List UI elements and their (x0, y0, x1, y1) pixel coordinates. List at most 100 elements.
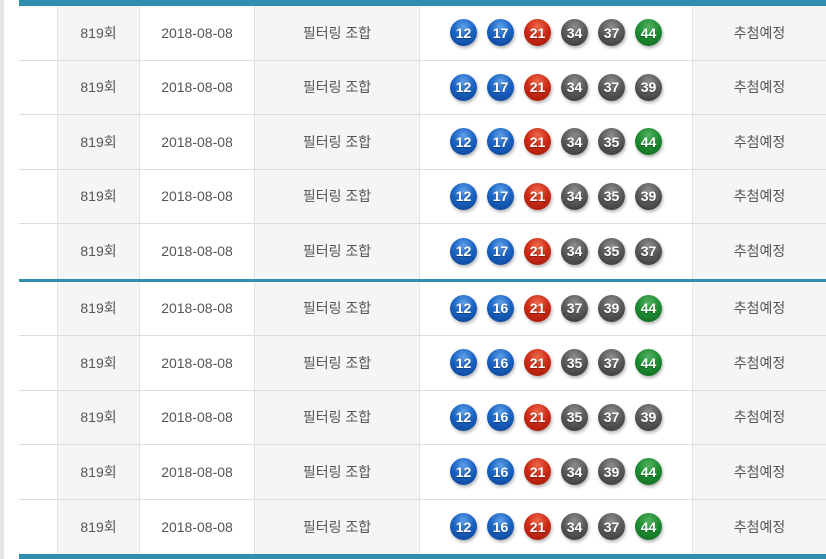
status-cell: 추첨예정 (693, 499, 826, 554)
date-cell: 2018-08-08 (140, 336, 255, 390)
combo-type-cell: 필터링 조합 (255, 6, 420, 60)
combo-type-cell: 필터링 조합 (255, 336, 420, 390)
lotto-ball-gray: 35 (561, 403, 588, 431)
round-cell: 819회 (58, 445, 140, 499)
row-empty-cell (19, 6, 58, 60)
lotto-ball-gray: 39 (635, 73, 662, 101)
date-cell: 2018-08-08 (140, 224, 255, 279)
round-cell: 819회 (58, 336, 140, 390)
table-row: 819회 2018-08-08 필터링 조합 12 17 21 34 35 39 추첨예정 (19, 169, 826, 224)
table-row: 819회 2018-08-08 필터링 조합 12 16 21 35 37 39 추첨예정 (19, 390, 826, 445)
date-cell: 2018-08-08 (140, 499, 255, 554)
table-row: 819회 2018-08-08 필터링 조합 12 17 21 34 37 39 추첨예정 (19, 60, 826, 115)
lotto-ball-gray: 35 (561, 349, 588, 377)
table-top-border (19, 0, 826, 6)
lotto-ball-red: 21 (524, 458, 551, 486)
combo-type-cell: 필터링 조합 (255, 224, 420, 279)
lotto-ball-green: 44 (635, 19, 662, 47)
date-cell: 2018-08-08 (140, 115, 255, 169)
lotto-ball-blue: 12 (450, 458, 477, 486)
lotto-ball-red: 21 (524, 128, 551, 156)
lotto-ball-gray: 39 (598, 294, 625, 322)
lotto-ball-gray: 34 (561, 513, 588, 541)
status-cell: 추첨예정 (693, 115, 826, 169)
date-cell: 2018-08-08 (140, 6, 255, 60)
status-cell: 추첨예정 (693, 445, 826, 499)
lotto-ball-red: 21 (524, 403, 551, 431)
lotto-ball-gray: 34 (561, 182, 588, 210)
table-row: 819회 2018-08-08 필터링 조합 12 16 21 34 37 44 추첨예정 (19, 499, 826, 554)
lotto-ball-green: 44 (635, 128, 662, 156)
status-cell: 추첨예정 (693, 281, 826, 335)
numbers-cell: 12 16 21 34 37 44 (420, 499, 693, 554)
lotto-ball-green: 44 (635, 294, 662, 322)
round-cell: 819회 (58, 6, 140, 60)
row-empty-cell (19, 60, 58, 114)
lotto-ball-gray: 34 (561, 458, 588, 486)
date-cell: 2018-08-08 (140, 390, 255, 444)
numbers-cell: 12 16 21 35 37 44 (420, 336, 693, 390)
lotto-ball-red: 21 (524, 513, 551, 541)
lotto-ball-gray: 39 (598, 458, 625, 486)
lotto-ball-red: 21 (524, 73, 551, 101)
lotto-ball-gray: 34 (561, 19, 588, 47)
lotto-ball-blue: 12 (450, 294, 477, 322)
numbers-cell: 12 17 21 34 35 37 (420, 224, 693, 279)
lotto-ball-gray: 35 (598, 182, 625, 210)
row-empty-cell (19, 499, 58, 554)
combo-type-cell: 필터링 조합 (255, 115, 420, 169)
lotto-ball-blue: 17 (487, 237, 514, 265)
lotto-ball-blue: 16 (487, 349, 514, 377)
lotto-ball-gray: 35 (598, 128, 625, 156)
lotto-ball-gray: 34 (561, 237, 588, 265)
lotto-ball-gray: 34 (561, 73, 588, 101)
lotto-ball-blue: 12 (450, 182, 477, 210)
table-row: 819회 2018-08-08 필터링 조합 12 17 21 34 35 44 추첨예정 (19, 115, 826, 170)
round-cell: 819회 (58, 224, 140, 279)
status-cell: 추첨예정 (693, 390, 826, 444)
round-cell: 819회 (58, 60, 140, 114)
status-cell: 추첨예정 (693, 336, 826, 390)
lotto-ball-gray: 39 (635, 403, 662, 431)
lotto-ball-gray: 37 (598, 19, 625, 47)
numbers-cell: 12 17 21 34 37 39 (420, 60, 693, 114)
status-cell: 추첨예정 (693, 224, 826, 279)
lotto-ball-red: 21 (524, 19, 551, 47)
numbers-cell: 12 17 21 34 37 44 (420, 6, 693, 60)
numbers-cell: 12 17 21 34 35 44 (420, 115, 693, 169)
row-empty-cell (19, 224, 58, 279)
combo-type-cell: 필터링 조합 (255, 499, 420, 554)
lotto-ball-gray: 37 (598, 513, 625, 541)
lotto-ball-blue: 17 (487, 73, 514, 101)
table-row: 819회 2018-08-08 필터링 조합 12 16 21 34 39 44 추첨예정 (19, 445, 826, 500)
lotto-ball-gray: 37 (598, 403, 625, 431)
round-cell: 819회 (58, 499, 140, 554)
status-cell: 추첨예정 (693, 6, 826, 60)
numbers-cell: 12 16 21 37 39 44 (420, 281, 693, 335)
lotto-ball-gray: 34 (561, 128, 588, 156)
row-empty-cell (19, 445, 58, 499)
table-row: 819회 2018-08-08 필터링 조합 12 17 21 34 37 44 추첨예정 (19, 6, 826, 61)
table-row: 819회 2018-08-08 필터링 조합 12 16 21 37 39 44 추첨예정 (19, 281, 826, 336)
lotto-ball-blue: 16 (487, 458, 514, 486)
table-row: 819회 2018-08-08 필터링 조합 12 16 21 35 37 44 추첨예정 (19, 336, 826, 391)
combo-type-cell: 필터링 조합 (255, 281, 420, 335)
lotto-ball-green: 44 (635, 458, 662, 486)
numbers-cell: 12 16 21 35 37 39 (420, 390, 693, 444)
lotto-ball-blue: 16 (487, 294, 514, 322)
combo-type-cell: 필터링 조합 (255, 390, 420, 444)
round-cell: 819회 (58, 115, 140, 169)
row-empty-cell (19, 115, 58, 169)
numbers-cell: 12 16 21 34 39 44 (420, 445, 693, 499)
lotto-ball-blue: 12 (450, 128, 477, 156)
lotto-ball-blue: 12 (450, 403, 477, 431)
table-row: 819회 2018-08-08 필터링 조합 12 17 21 34 35 37 추첨예정 (19, 224, 826, 279)
lotto-ball-red: 21 (524, 294, 551, 322)
lotto-ball-blue: 17 (487, 19, 514, 47)
numbers-cell: 12 17 21 34 35 39 (420, 169, 693, 223)
lotto-combination-table: 819회 2018-08-08 필터링 조합 12 17 21 34 37 44 추첨예정… (19, 0, 826, 559)
lotto-ball-green: 44 (635, 349, 662, 377)
date-cell: 2018-08-08 (140, 281, 255, 335)
lotto-ball-gray: 37 (635, 237, 662, 265)
